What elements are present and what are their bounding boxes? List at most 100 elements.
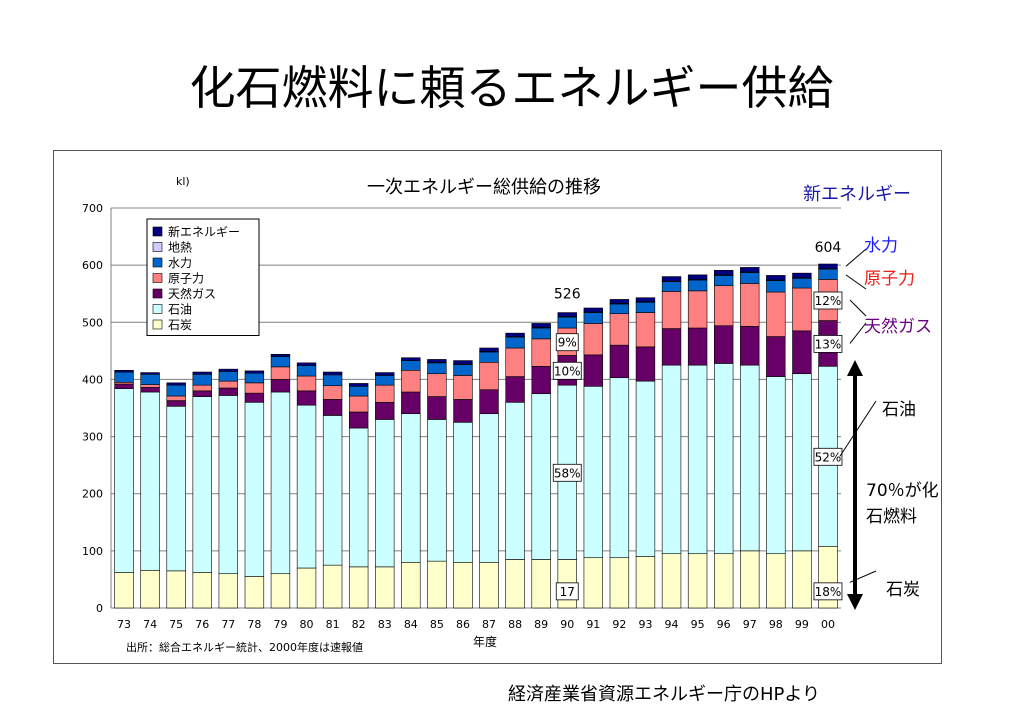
leader-line bbox=[849, 299, 867, 317]
bar-segment bbox=[818, 268, 838, 280]
share-label-coal-2000: 18% bbox=[815, 585, 842, 599]
bar-segment bbox=[192, 572, 212, 609]
bar-segment bbox=[453, 421, 473, 563]
label-nuclear: 原子力 bbox=[864, 269, 915, 289]
bar-segment bbox=[114, 371, 134, 383]
bar-segment bbox=[740, 364, 760, 552]
bar-segment bbox=[531, 393, 551, 560]
legend-swatch bbox=[152, 226, 163, 237]
bar-segment bbox=[192, 373, 212, 386]
bar-segment bbox=[296, 404, 317, 569]
bar-segment bbox=[270, 391, 291, 575]
total-label-1990: 526 bbox=[554, 287, 581, 303]
bar-segment bbox=[557, 312, 577, 317]
bar-segment bbox=[427, 373, 447, 397]
bar-segment bbox=[348, 411, 369, 429]
bar-segment bbox=[713, 363, 734, 555]
bar-segment bbox=[192, 396, 212, 573]
y-tick-label: 100 bbox=[82, 545, 103, 558]
bar-segment bbox=[218, 380, 239, 389]
bar-segment bbox=[114, 369, 134, 373]
x-tick-label: 95 bbox=[691, 618, 705, 631]
legend-entry: 原子力 bbox=[168, 272, 204, 286]
bar-segment bbox=[661, 553, 682, 609]
bar-segment bbox=[427, 362, 447, 375]
bar-segment bbox=[531, 365, 551, 395]
bar-segment bbox=[635, 556, 656, 609]
bar-segment bbox=[792, 550, 812, 609]
x-tick-label: 90 bbox=[560, 618, 574, 631]
bar-segment bbox=[166, 570, 186, 609]
bar-segment bbox=[531, 338, 551, 367]
y-tick-label: 0 bbox=[96, 602, 103, 615]
bar-segment bbox=[427, 359, 447, 363]
share-label-oil-1990-box bbox=[552, 463, 582, 482]
bar-segment bbox=[218, 387, 239, 396]
bar-segment bbox=[818, 263, 838, 269]
share-label-coal-2000-box bbox=[813, 582, 843, 601]
share-label-nuclear-1990-box bbox=[555, 333, 579, 352]
bar-segment bbox=[505, 376, 525, 403]
chart-title: 一次エネルギー総供給の推移 bbox=[367, 177, 601, 198]
share-label-oil-2000-box bbox=[813, 447, 843, 466]
bar-segment bbox=[583, 557, 604, 609]
bar-segment bbox=[270, 379, 291, 393]
x-tick-label: 86 bbox=[456, 618, 470, 631]
bar-segment bbox=[453, 364, 473, 376]
bar-segment bbox=[322, 385, 343, 400]
bar-segment bbox=[687, 290, 708, 329]
bar-segment bbox=[218, 573, 239, 609]
bar-segment bbox=[348, 383, 369, 387]
bar-segment bbox=[583, 385, 604, 559]
bar-segment bbox=[427, 560, 447, 609]
bar-segment bbox=[140, 373, 160, 385]
leader-line bbox=[845, 274, 867, 290]
bar-segment bbox=[635, 301, 656, 313]
bar-segment bbox=[740, 267, 760, 273]
bar-segment bbox=[792, 373, 812, 552]
label-fossil-share: 70％が化石燃料 bbox=[866, 481, 939, 527]
legend-swatch bbox=[152, 257, 163, 268]
x-tick-label: 78 bbox=[247, 618, 261, 631]
bar-segment bbox=[348, 385, 369, 397]
share-label-nuclear-1990: 9% bbox=[558, 336, 577, 350]
bar-segment bbox=[713, 285, 734, 327]
fossil-range-arrow bbox=[847, 360, 863, 610]
bar-segment bbox=[401, 561, 421, 609]
bar-segment bbox=[479, 351, 499, 363]
legend-swatch bbox=[152, 304, 163, 314]
bar-segment bbox=[427, 419, 447, 562]
legend-swatch bbox=[152, 319, 163, 330]
bar-segment bbox=[635, 380, 656, 557]
bar-segment bbox=[244, 382, 265, 394]
bar-segment bbox=[270, 573, 291, 609]
bar-segment bbox=[453, 360, 473, 365]
legend-entry: 新エネルギー bbox=[168, 224, 240, 239]
bar-segment bbox=[401, 413, 421, 563]
legend-swatch bbox=[152, 273, 163, 283]
bar-segment bbox=[192, 371, 212, 375]
share-label-gas-2000-box bbox=[813, 335, 843, 353]
bar-segment bbox=[792, 272, 812, 279]
bar-segment bbox=[635, 312, 656, 348]
bar-segment bbox=[479, 413, 499, 563]
share-label-gas-2000: 13% bbox=[815, 337, 842, 351]
bar-segment bbox=[583, 323, 604, 356]
bar-segment bbox=[244, 370, 265, 374]
bar-segment bbox=[401, 360, 421, 371]
bar-segment bbox=[270, 356, 291, 368]
x-tick-label: 83 bbox=[378, 618, 392, 631]
bar-segment bbox=[140, 387, 160, 393]
share-label-oil-2000: 52% bbox=[815, 450, 842, 464]
bar-segment bbox=[609, 313, 630, 346]
bar-segment bbox=[609, 299, 630, 304]
bar-segment bbox=[713, 275, 734, 287]
share-label-gas-1990-box bbox=[552, 361, 582, 380]
x-tick-label: 87 bbox=[482, 618, 496, 631]
legend-entry: 地熱 bbox=[168, 241, 192, 255]
x-tick-label: 97 bbox=[743, 618, 757, 631]
bar-segment bbox=[687, 274, 708, 280]
label-oil: 石油 bbox=[882, 400, 916, 420]
bar-segment bbox=[140, 391, 160, 571]
